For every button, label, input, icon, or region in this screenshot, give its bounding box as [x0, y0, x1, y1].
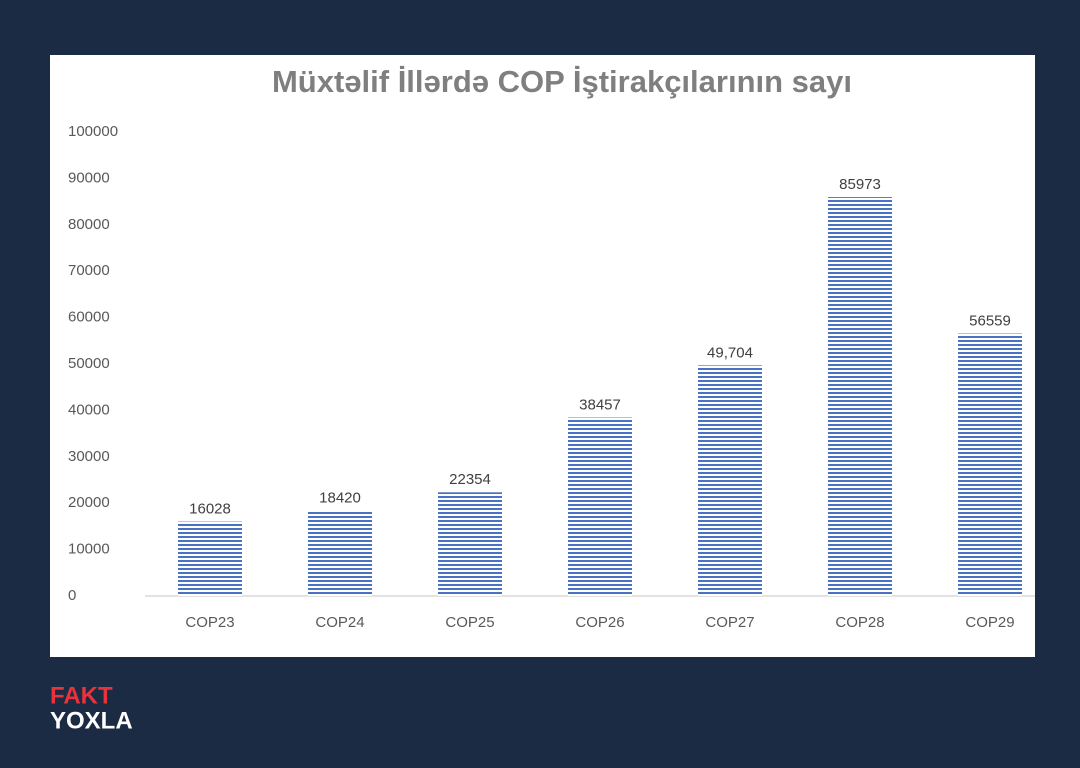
x-tick-label: COP24	[315, 614, 364, 631]
y-tick-label: 80000	[68, 216, 110, 233]
y-tick-label: 90000	[68, 169, 110, 186]
x-tick-label: COP23	[185, 614, 234, 631]
x-tick-label: COP25	[445, 614, 494, 631]
bar	[828, 197, 892, 597]
x-tick-label: COP26	[575, 614, 624, 631]
bar	[958, 333, 1022, 596]
y-tick-label: 20000	[68, 494, 110, 511]
y-tick-label: 50000	[68, 355, 110, 372]
y-tick-label: 60000	[68, 309, 110, 326]
y-tick-label: 30000	[68, 448, 110, 465]
data-label: 56559	[969, 313, 1011, 330]
bar	[308, 510, 372, 596]
y-tick-label: 100000	[68, 123, 118, 140]
bar	[438, 492, 502, 596]
y-tick-label: 0	[68, 587, 76, 604]
brand-line2: YOXLA	[50, 707, 133, 734]
data-label: 85973	[839, 176, 881, 193]
y-tick-label: 70000	[68, 262, 110, 279]
x-tick-label: COP27	[705, 614, 754, 631]
y-tick-label: 40000	[68, 401, 110, 418]
data-label: 16028	[189, 501, 231, 518]
bar	[698, 365, 762, 596]
data-label: 18420	[319, 489, 361, 506]
brand-line1: FAKT	[50, 682, 113, 709]
y-tick-label: 10000	[68, 541, 110, 558]
data-label: 49,704	[707, 344, 753, 361]
data-label: 22354	[449, 471, 491, 488]
x-tick-label: COP29	[965, 614, 1014, 631]
bar	[568, 417, 632, 596]
x-tick-label: COP28	[835, 614, 884, 631]
data-label: 38457	[579, 397, 621, 414]
chart-title: Müxtəlif İllərdə COP İştirakçılarının sa…	[272, 64, 852, 99]
bar	[178, 521, 242, 596]
